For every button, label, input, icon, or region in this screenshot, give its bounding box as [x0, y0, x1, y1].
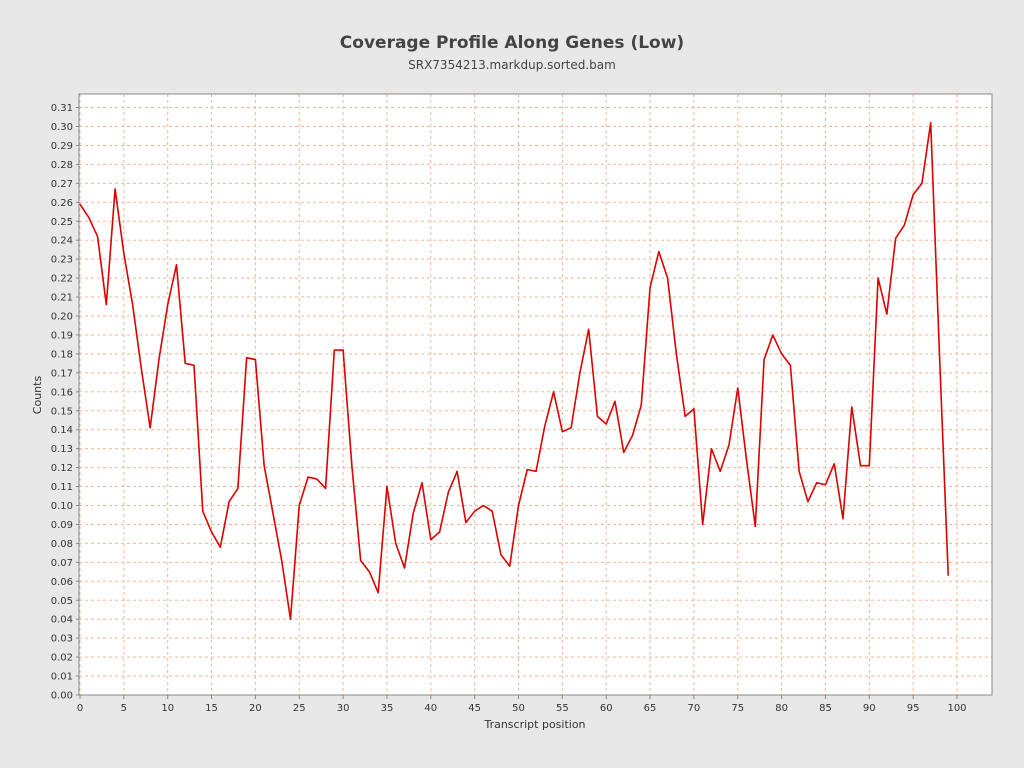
- x-tick-label: 15: [205, 703, 218, 714]
- plot-frame: [78, 93, 993, 696]
- x-tick-label: 45: [468, 703, 481, 714]
- y-tick-label: 0.21: [51, 293, 73, 304]
- x-tick-label: 35: [381, 703, 394, 714]
- y-tick-label: 0.01: [51, 672, 73, 683]
- x-tick-label: 25: [293, 703, 306, 714]
- x-tick-label: 60: [600, 703, 613, 714]
- x-tick-label: 0: [77, 703, 83, 714]
- x-tick-label: 85: [819, 703, 832, 714]
- y-axis-label: Counts: [31, 376, 44, 415]
- chart-title: Coverage Profile Along Genes (Low): [340, 33, 684, 53]
- y-tick-label: 0.08: [51, 539, 73, 550]
- x-axis: 0 5 10 15 20 25 30 35 40 45 50 55 60 65 70 75 80 85 90 95 10…: [77, 695, 967, 714]
- y-tick-label: 0.09: [51, 520, 73, 531]
- x-tick-label: 10: [161, 703, 174, 714]
- x-tick-label: 5: [121, 703, 127, 714]
- y-tick-label: 0.26: [51, 198, 73, 209]
- x-tick-label: 80: [775, 703, 788, 714]
- y-tick-label: 0.25: [51, 217, 73, 228]
- x-tick-label: 75: [731, 703, 744, 714]
- x-tick-label: 65: [644, 703, 657, 714]
- x-tick-label: 30: [337, 703, 350, 714]
- y-tick-label: 0.02: [51, 653, 73, 664]
- y-tick-label: 0.13: [51, 444, 73, 455]
- y-tick-label: 0.15: [51, 406, 73, 417]
- series-line-0: [79, 121, 950, 621]
- x-tick-label: 50: [512, 703, 525, 714]
- chart-subtitle: SRX7354213.markdup.sorted.bam: [408, 58, 616, 72]
- y-tick-label: 0.10: [51, 501, 73, 512]
- x-tick-label: 70: [688, 703, 701, 714]
- grid-layer: [79, 94, 992, 696]
- y-tick-label: 0.03: [51, 634, 73, 645]
- y-tick-label: 0.00: [51, 691, 73, 702]
- x-tick-label: 100: [947, 703, 966, 714]
- y-tick-label: 0.07: [51, 558, 73, 569]
- y-tick-label: 0.16: [51, 387, 73, 398]
- x-tick-label: 55: [556, 703, 569, 714]
- y-tick-label: 0.24: [51, 236, 73, 247]
- y-tick-label: 0.31: [51, 103, 73, 114]
- x-tick-label: 40: [424, 703, 437, 714]
- x-tick-label: 90: [863, 703, 876, 714]
- y-tick-label: 0.29: [51, 141, 73, 152]
- x-tick-label: 20: [249, 703, 262, 714]
- y-tick-label: 0.28: [51, 160, 73, 171]
- y-tick-label: 0.05: [51, 596, 73, 607]
- x-tick-label: 95: [907, 703, 920, 714]
- plot-area: [79, 94, 992, 695]
- y-tick-label: 0.22: [51, 274, 73, 285]
- series-layer: [79, 121, 950, 621]
- y-tick-label: 0.17: [51, 368, 73, 379]
- y-tick-label: 0.12: [51, 463, 73, 474]
- y-tick-label: 0.14: [51, 425, 73, 436]
- y-tick-label: 0.23: [51, 255, 73, 266]
- y-tick-label: 0.06: [51, 577, 73, 588]
- y-tick-label: 0.19: [51, 330, 73, 341]
- y-tick-label: 0.04: [51, 615, 73, 626]
- y-axis: 0.00 0.01 0.02 0.03 0.04 0.05 0.06 0.07 0.08 0.09…: [51, 103, 79, 702]
- y-tick-label: 0.27: [51, 179, 73, 190]
- y-tick-label: 0.30: [51, 122, 73, 133]
- y-tick-label: 0.11: [51, 482, 73, 493]
- x-axis-label: Transcript position: [483, 718, 585, 731]
- y-tick-label: 0.18: [51, 349, 73, 360]
- y-tick-label: 0.20: [51, 312, 73, 323]
